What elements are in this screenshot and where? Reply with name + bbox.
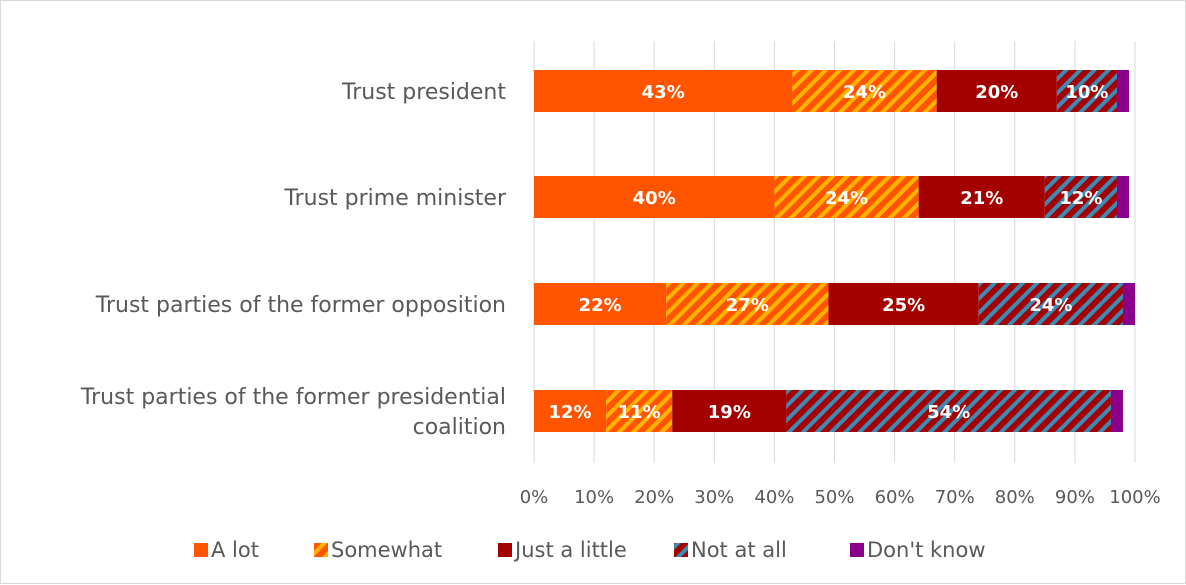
legend-label: Not at all [691,538,787,562]
x-tick-label: 100% [1109,487,1160,508]
bar-segment [918,176,1045,218]
data-label: 20% [975,82,1018,103]
x-tick-label: 40% [754,487,794,508]
legend-label: Don't know [867,538,986,562]
x-tick-label: 30% [694,487,734,508]
data-label: 11% [618,402,661,423]
category-label: Trust parties of the former opposition [95,293,506,318]
legend-label: A lot [211,538,259,562]
data-label: 24% [1029,295,1072,316]
x-tick-label: 80% [995,487,1035,508]
x-tick-label: 50% [814,487,854,508]
category-label: Trust prime minister [283,186,507,211]
bar-segment [774,176,919,218]
bar-segment [606,390,673,432]
data-label: 43% [642,82,685,103]
data-label: 22% [579,295,622,316]
x-tick-label: 90% [1055,487,1095,508]
category-labels: Trust president Trust prime minister Trust… [80,80,507,440]
bar-segment [534,176,775,218]
data-label: 12% [1059,188,1102,209]
data-label: 21% [960,188,1003,209]
legend-label: Somewhat [331,538,442,562]
category-label: coalition [413,415,506,440]
bar-segment [672,390,787,432]
bar-segment [534,70,793,112]
x-tick-label: 0% [520,487,549,508]
bar-segment [1116,70,1129,112]
x-axis-ticks: 0% 10% 20% 30% 40% 50% 60% 70% 80% 90% 100% [520,487,1161,508]
data-label: 25% [882,295,925,316]
category-label: Trust president [341,80,506,105]
data-label: 54% [927,402,970,423]
data-label: 19% [708,402,751,423]
data-label: 12% [549,402,592,423]
legend: A lot Somewhat Just a little Not at all Don'… [194,538,986,562]
bar-segment [978,283,1123,325]
bar-segment [792,70,937,112]
data-labels: 43% 24% 20% 10% 40% 24% 21% 12% 22% 27% 25% 24% 12% 1… [549,82,1109,423]
legend-swatch [850,543,864,557]
bar-segment [828,283,979,325]
x-tick-label: 70% [935,487,975,508]
legend-swatch [498,543,512,557]
bar-segment [666,283,829,325]
category-label: Trust parties of the former presidential [80,385,506,410]
bar-segment [1056,70,1117,112]
legend-swatch [674,543,688,557]
legend-swatch [194,543,208,557]
bar-segment [534,283,667,325]
data-label: 24% [825,188,868,209]
bar-segment [1116,176,1129,218]
bar-segment [786,390,1111,432]
x-tick-label: 60% [875,487,915,508]
legend-label: Just a little [513,538,627,562]
bar-segment [1110,390,1123,432]
data-label: 24% [843,82,886,103]
bar-segment [1044,176,1117,218]
x-tick-label: 20% [634,487,674,508]
legend-swatch [314,543,328,557]
data-label: 10% [1065,82,1108,103]
bars [534,70,1135,432]
x-tick-label: 10% [574,487,614,508]
bar-segment [534,390,607,432]
data-label: 40% [633,188,676,209]
data-label: 27% [726,295,769,316]
bar-segment [1122,283,1135,325]
bar-segment [936,70,1057,112]
